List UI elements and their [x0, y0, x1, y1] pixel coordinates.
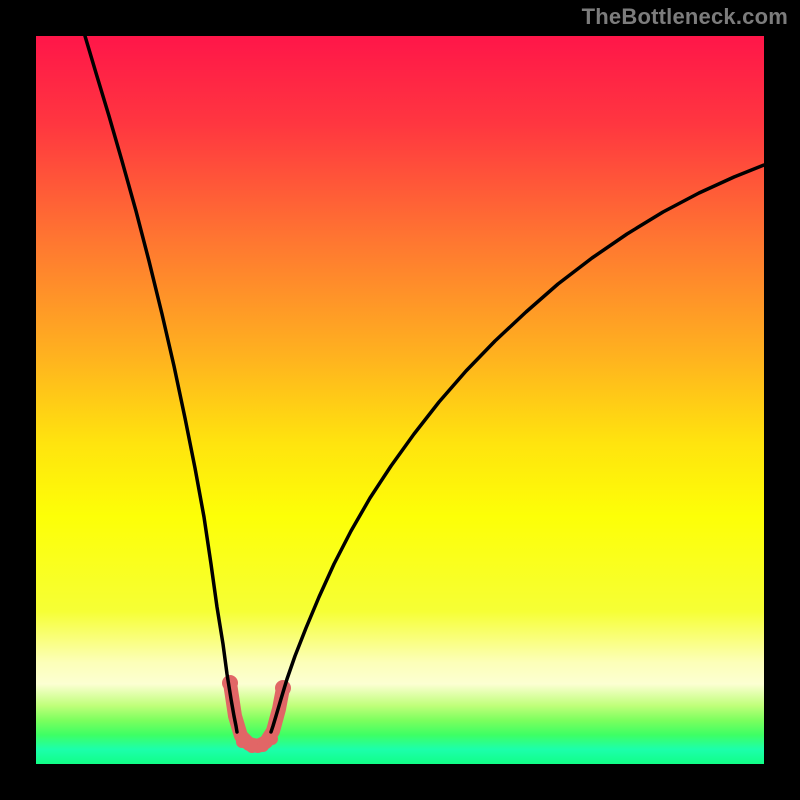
dip-marker-dot [266, 733, 278, 745]
border-left [0, 0, 36, 800]
watermark-text: TheBottleneck.com [582, 4, 788, 30]
border-right [764, 0, 800, 800]
border-bottom [0, 764, 800, 800]
curve-layer [36, 36, 764, 764]
v-curve-right [271, 165, 764, 732]
dip-marker-dot [246, 741, 258, 753]
v-curve-left [85, 36, 237, 732]
plot-area [36, 36, 764, 764]
